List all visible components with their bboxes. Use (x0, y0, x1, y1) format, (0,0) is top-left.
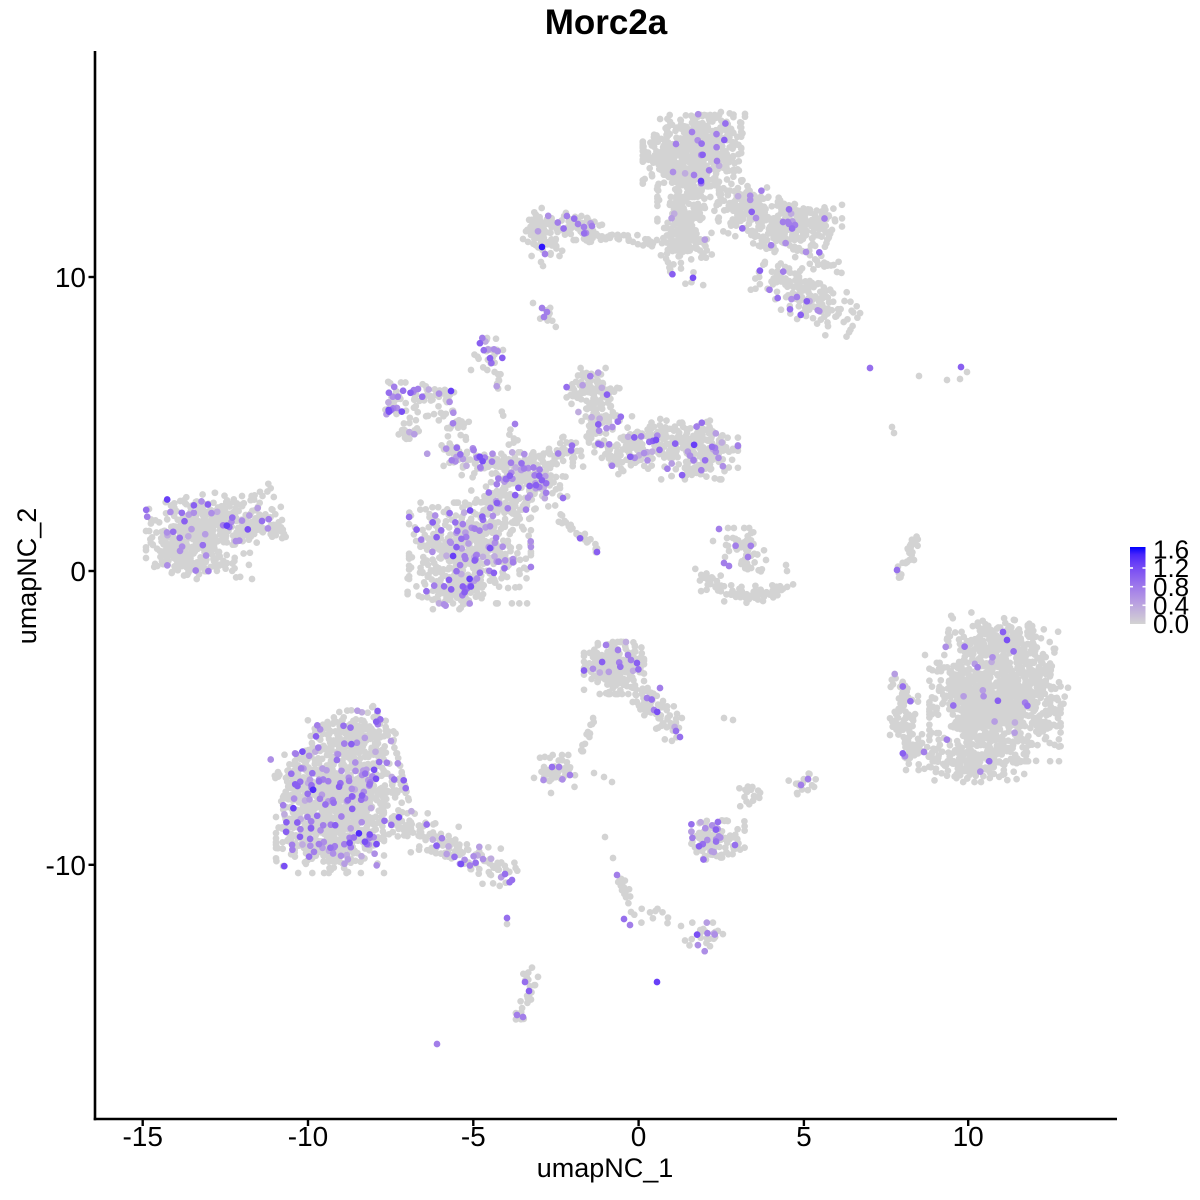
svg-text:-10: -10 (46, 850, 86, 881)
svg-text:10: 10 (55, 262, 86, 293)
svg-text:1.2: 1.2 (1153, 553, 1189, 583)
svg-text:umapNC_2: umapNC_2 (12, 508, 42, 645)
svg-text:umapNC_1: umapNC_1 (537, 1153, 674, 1183)
svg-text:0: 0 (631, 1121, 647, 1152)
svg-text:-10: -10 (288, 1121, 328, 1152)
svg-text:10: 10 (953, 1121, 984, 1152)
svg-text:0.0: 0.0 (1153, 609, 1189, 639)
svg-text:-15: -15 (122, 1121, 162, 1152)
svg-text:5: 5 (796, 1121, 812, 1152)
svg-text:-5: -5 (461, 1121, 486, 1152)
svg-text:0.4: 0.4 (1153, 591, 1189, 621)
svg-text:Morc2a: Morc2a (545, 3, 668, 42)
svg-text:0: 0 (70, 556, 86, 587)
svg-text:0.8: 0.8 (1153, 572, 1189, 602)
svg-text:1.6: 1.6 (1153, 535, 1189, 565)
